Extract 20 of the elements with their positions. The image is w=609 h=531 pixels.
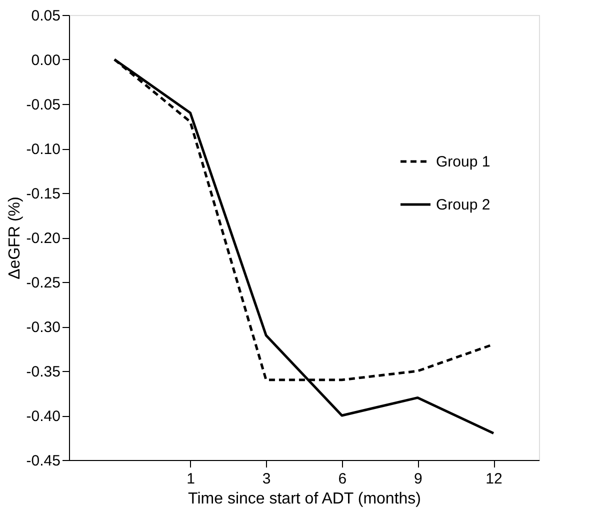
legend-label: Group 2 — [436, 196, 490, 214]
y-tick-label: -0.20 — [26, 230, 60, 247]
x-tick-label: 12 — [486, 470, 502, 488]
y-tick-label: 0.00 — [31, 52, 60, 69]
y-tick-label: -0.10 — [26, 141, 60, 158]
y-tick-label: -0.15 — [26, 186, 60, 202]
y-tick-label: -0.45 — [26, 452, 60, 470]
x-tick-label: 6 — [338, 470, 347, 488]
y-tick-label: -0.35 — [26, 364, 60, 380]
y-tick-label: 0.05 — [31, 8, 60, 24]
y-tick-label: -0.40 — [26, 408, 60, 425]
y-tick-label: -0.30 — [26, 319, 60, 336]
x-tick-label: 1 — [186, 470, 195, 488]
x-axis-title: Time since start of ADT (months) — [188, 490, 421, 508]
legend-label: Group 1 — [436, 154, 490, 170]
y-tick-label: -0.25 — [26, 274, 60, 292]
x-tick-label: 3 — [262, 470, 271, 488]
y-axis-title: ΔeGFR (%) — [6, 196, 24, 280]
x-tick-label: 9 — [414, 470, 422, 488]
y-tick-label: -0.05 — [26, 96, 60, 114]
